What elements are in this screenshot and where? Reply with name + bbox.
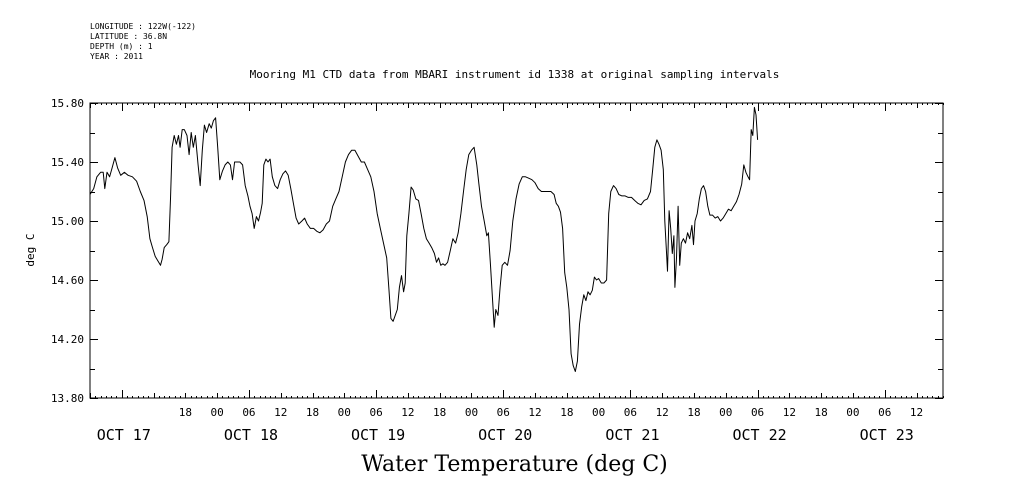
meta-year: YEAR : 2011: [90, 52, 143, 61]
x-hour-tick-label: 00: [338, 406, 351, 419]
x-hour-tick-label: 12: [528, 406, 541, 419]
temperature-series-line: [89, 106, 759, 372]
y-tick-label: 15.40: [51, 156, 84, 169]
meta-depth: DEPTH (m) : 1: [90, 42, 153, 51]
x-axis-label: Water Temperature (deg C): [361, 452, 668, 477]
y-tick-label: 14.20: [51, 333, 84, 346]
x-hour-tick-label: 18: [179, 406, 192, 419]
x-hour-tick-label: 00: [846, 406, 859, 419]
y-tick-label: 15.80: [51, 97, 84, 110]
x-hour-tick-label: 18: [815, 406, 828, 419]
x-hour-tick-label: 12: [274, 406, 287, 419]
plot-frame: [89, 102, 944, 399]
y-tick-label: 13.80: [51, 392, 84, 405]
chart-title: Mooring M1 CTD data from MBARI instrumen…: [249, 68, 780, 81]
x-hour-tick-label: 00: [465, 406, 478, 419]
x-date-label: OCT 21: [605, 426, 659, 444]
x-hour-tick-label: 00: [211, 406, 224, 419]
x-hour-tick-label: 06: [242, 406, 255, 419]
x-hour-tick-label: 06: [878, 406, 891, 419]
x-date-label: OCT 20: [478, 426, 532, 444]
x-date-label: OCT 17: [97, 426, 151, 444]
x-hour-tick-label: 12: [656, 406, 669, 419]
x-date-label: OCT 23: [860, 426, 914, 444]
x-hour-tick-label: 00: [592, 406, 605, 419]
x-hour-tick-label: 06: [751, 406, 764, 419]
x-hour-tick-label: 12: [910, 406, 923, 419]
x-date-label: OCT 18: [224, 426, 278, 444]
x-hour-tick-label: 06: [624, 406, 637, 419]
x-hour-tick-label: 06: [497, 406, 510, 419]
y-tick-label: 15.00: [51, 215, 84, 228]
y-axis-label: deg C: [24, 233, 37, 266]
x-date-label: OCT 19: [351, 426, 405, 444]
x-hour-tick-label: 18: [560, 406, 573, 419]
x-hour-tick-label: 18: [306, 406, 319, 419]
x-hour-tick-label: 00: [719, 406, 732, 419]
x-hour-tick-label: 18: [433, 406, 446, 419]
x-hour-tick-label: 12: [783, 406, 796, 419]
x-hour-tick-label: 12: [401, 406, 414, 419]
meta-latitude: LATITUDE : 36.8N: [90, 32, 168, 41]
x-hour-tick-label: 18: [687, 406, 700, 419]
x-hour-tick-label: 06: [369, 406, 382, 419]
x-date-label: OCT 22: [732, 426, 786, 444]
y-tick-label: 14.60: [51, 274, 84, 287]
meta-longitude: LONGITUDE : 122W(-122): [90, 22, 196, 31]
